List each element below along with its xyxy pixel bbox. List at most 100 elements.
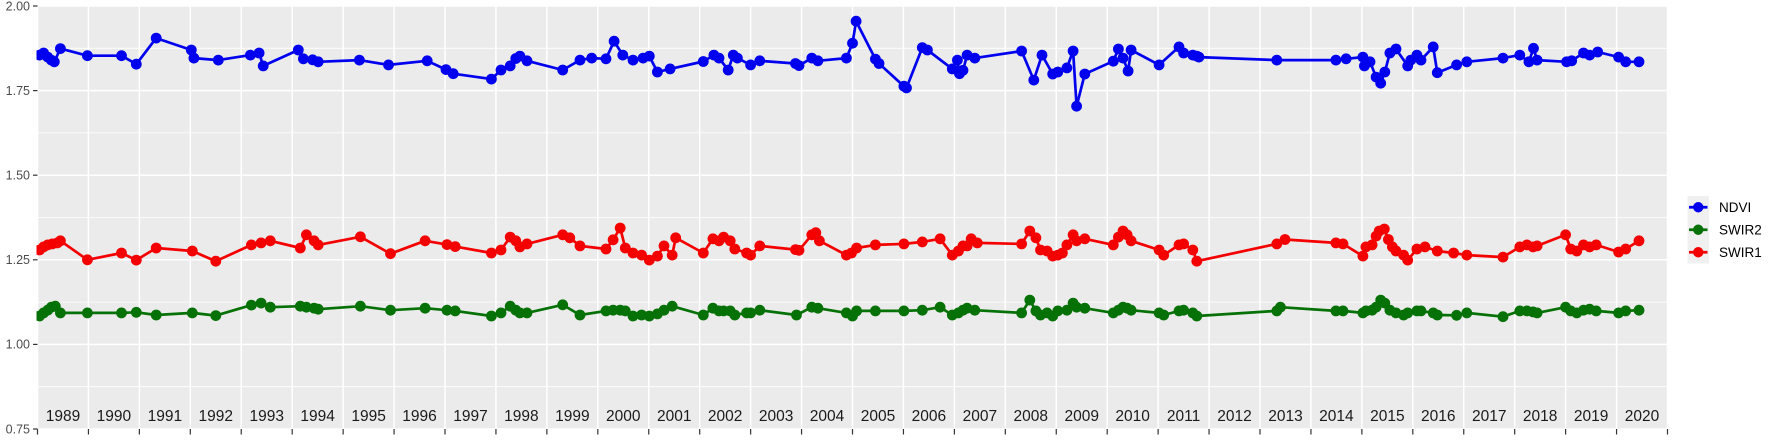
data-point (934, 301, 946, 313)
y-tick-label: 1.75 (6, 84, 30, 98)
data-point (1028, 74, 1040, 86)
data-point (1016, 238, 1027, 250)
x-tick-label: 2013 (1268, 408, 1302, 425)
data-point (1113, 43, 1124, 55)
data-point (264, 235, 276, 247)
data-point (851, 242, 862, 254)
data-point (1620, 243, 1632, 255)
legend-key-point-icon (1693, 202, 1704, 213)
data-point (1357, 250, 1369, 262)
data-point (1523, 56, 1535, 68)
data-point (1153, 59, 1165, 71)
data-point (1402, 307, 1414, 319)
data-point (732, 52, 743, 64)
data-point (55, 43, 66, 54)
data-point (1279, 234, 1291, 245)
data-point (713, 52, 725, 64)
data-point (1122, 65, 1134, 77)
data-point (449, 241, 461, 253)
data-point (1330, 54, 1342, 66)
data-point (1431, 67, 1443, 79)
x-tick-label: 2006 (912, 408, 946, 425)
data-point (754, 240, 766, 252)
data-point (873, 58, 885, 69)
x-tick-label: 1993 (249, 408, 283, 425)
data-point (48, 56, 60, 68)
data-point (55, 307, 66, 319)
data-point (1531, 307, 1543, 319)
x-tick-label: 1995 (351, 408, 385, 425)
y-tick-label: 1.00 (6, 338, 30, 352)
data-point (627, 54, 639, 66)
data-point (355, 231, 366, 243)
data-point (1584, 49, 1595, 61)
x-axis-labels: 1989 1990 1991 1992 1993 1994 1995 1996 1997 1998… (46, 408, 1660, 425)
data-point (1415, 54, 1427, 66)
data-point (212, 54, 224, 66)
data-point (969, 304, 981, 316)
data-point (1633, 304, 1645, 316)
data-point (1497, 52, 1509, 64)
data-point (1158, 309, 1170, 321)
data-point (1071, 100, 1082, 112)
data-point (557, 64, 569, 76)
data-point (1036, 49, 1048, 61)
data-point (574, 309, 586, 321)
data-point (812, 55, 824, 67)
legend: NDVI SWIR2 SWIR1 (1687, 196, 1762, 264)
data-point (441, 304, 453, 316)
data-point (793, 60, 805, 71)
data-point (1061, 304, 1073, 316)
data-point (1117, 52, 1129, 64)
x-tick-label: 2003 (759, 408, 793, 425)
data-point (617, 49, 629, 61)
y-tick-label: 2.00 (6, 0, 30, 13)
x-tick-label: 2011 (1167, 408, 1200, 425)
data-point (312, 303, 324, 315)
data-point (486, 310, 497, 322)
data-point (245, 49, 256, 61)
legend-entry-swir1: SWIR1 (1687, 241, 1762, 264)
data-point (419, 302, 431, 314)
data-point (916, 304, 928, 316)
x-tick-label: 2018 (1523, 408, 1557, 425)
legend-key-point-icon (1693, 247, 1704, 258)
data-point (421, 55, 433, 67)
data-point (870, 239, 881, 251)
data-point (664, 63, 676, 75)
data-point (847, 37, 858, 49)
data-point (1193, 51, 1205, 63)
series-swir1 (36, 222, 1645, 267)
data-point (1431, 309, 1443, 321)
data-point (1375, 77, 1387, 89)
data-point (150, 32, 162, 44)
data-point (385, 304, 396, 316)
x-gridlines (36, 6, 1669, 429)
x-axis-ticks (36, 429, 1669, 435)
data-point (643, 254, 655, 266)
y-axis-labels: 0.75 1.00 1.25 1.50 1.75 2.00 (6, 0, 30, 436)
data-point (658, 304, 670, 316)
data-point (1590, 305, 1602, 317)
data-point (658, 240, 670, 252)
data-point (1340, 53, 1352, 65)
data-point (600, 53, 612, 65)
data-point (1590, 239, 1602, 251)
x-tick-label: 1998 (504, 408, 538, 425)
data-point (1364, 56, 1376, 68)
y-tick-label: 0.75 (6, 422, 30, 436)
x-tick-label: 2015 (1370, 408, 1404, 425)
x-tick-label: 1992 (199, 408, 233, 425)
data-point (355, 300, 366, 312)
data-point (1079, 68, 1091, 80)
data-point (754, 55, 766, 67)
data-point (1378, 223, 1390, 235)
data-point (574, 54, 586, 66)
data-point (564, 232, 576, 244)
legend-label: SWIR2 (1719, 223, 1762, 238)
data-point (1497, 251, 1509, 263)
data-point (636, 249, 647, 261)
data-point (627, 247, 639, 259)
data-point (185, 44, 197, 56)
